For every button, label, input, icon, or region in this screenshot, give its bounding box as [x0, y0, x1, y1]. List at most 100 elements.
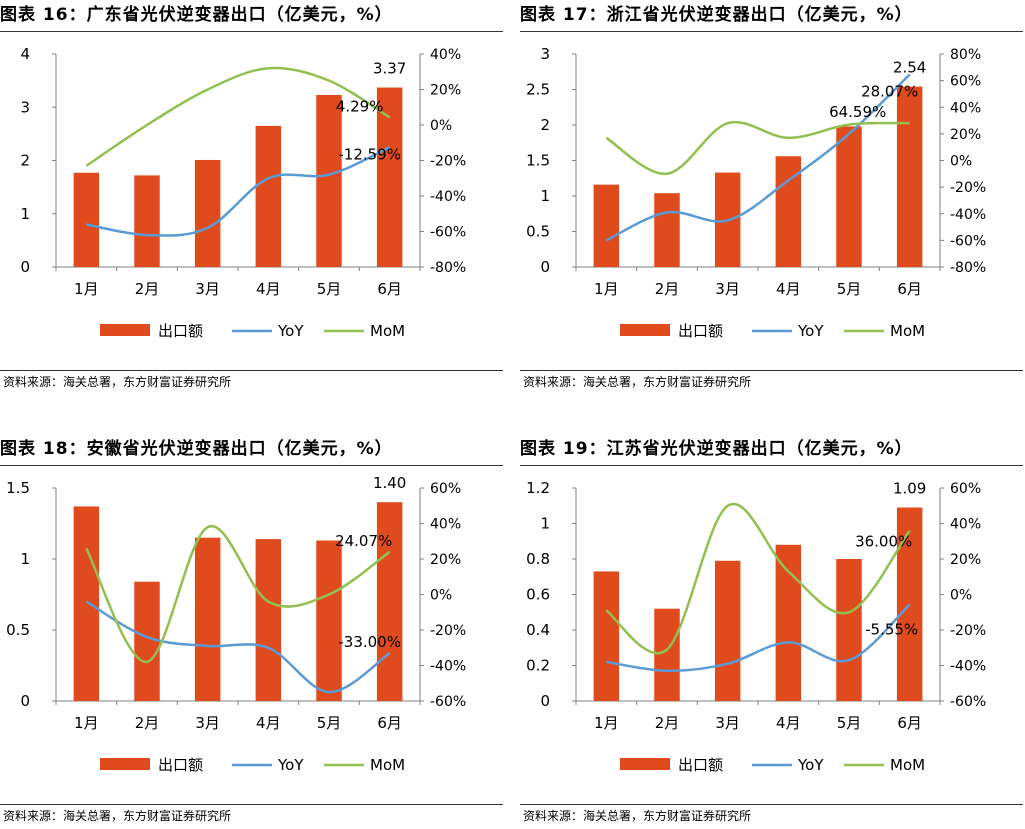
source-note: 资料来源：海关总署，东方财富证券研究所 [523, 375, 752, 389]
bar-export-value [775, 544, 802, 701]
bar-export-value [255, 125, 282, 267]
y-tick-label-right: 20% [430, 552, 461, 568]
y-tick-label-right: -20% [950, 180, 986, 196]
y-tick-label-left: 1.5 [526, 152, 550, 170]
legend-swatch-bar [620, 324, 670, 336]
bar-export-value [316, 95, 342, 267]
y-tick-label-right: 40% [950, 517, 981, 533]
y-tick-label-right: 20% [950, 552, 981, 568]
legend-swatch-bar [620, 758, 670, 770]
bar-export-value [194, 537, 221, 701]
chart-zhejiang: 0 0.5 1 1.5 2 2.5 3 -80% -60% -40% -20% 0% 20% 40% 60%… [526, 45, 986, 340]
y-tick-label-right: -60% [430, 225, 466, 241]
x-tick-label: 4月 [256, 714, 281, 732]
line-mom [605, 120, 910, 176]
data-label: -12.59% [338, 145, 401, 163]
bar-export-value [836, 126, 862, 267]
data-label: 1.40 [373, 474, 406, 492]
line-yoy [606, 603, 911, 673]
legend-label-bar: 出口额 [678, 322, 723, 340]
bar-export-value [654, 608, 680, 701]
bar-export-value [896, 507, 923, 701]
panel-anhui: 图表 18：安徽省光伏逆变器出口（亿美元，%） 0 0.5 1 1.5 -60% -40%… [0, 434, 505, 829]
y-tick-label-left: 1 [540, 515, 550, 533]
chart-anhui: 0 0.5 1 1.5 -60% -40% -20% 0% 20% 40% 60% 1月 2月 3月 4月 5… [6, 474, 466, 774]
source-note: 资料来源：海关总署，东方财富证券研究所 [3, 375, 232, 389]
source-note: 资料来源：海关总署，东方财富证券研究所 [3, 809, 232, 823]
x-tick-label: 4月 [776, 714, 801, 732]
y-tick-label-left: 0.8 [526, 550, 550, 568]
x-tick-label: 5月 [837, 714, 862, 732]
legend-label-yoy: YoY [277, 756, 304, 774]
bar-export-value [134, 175, 160, 267]
legend-label-mom: MoM [370, 756, 405, 774]
x-tick-label: 4月 [776, 280, 801, 298]
y-tick-label-right: 0% [950, 154, 972, 170]
bar-export-value [714, 560, 741, 701]
y-tick-label-left: 0.5 [526, 223, 550, 241]
y-tick-label-left: 0 [20, 692, 30, 710]
bar-export-value [194, 159, 221, 267]
chart-title: 图表 16：广东省光伏逆变器出口（亿美元，%） [0, 5, 393, 25]
bar-export-value [73, 506, 100, 701]
y-tick-label-right: 80% [950, 47, 981, 63]
data-label: -5.55% [865, 620, 918, 638]
bar-export-value [255, 539, 282, 701]
bar-export-value [593, 184, 620, 267]
x-tick-label: 1月 [74, 714, 99, 732]
y-tick-label-left: 0.4 [526, 621, 550, 639]
x-tick-label: 6月 [897, 280, 922, 298]
bar-export-value [73, 172, 100, 267]
bar-export-value [316, 540, 342, 701]
legend-label-bar: 出口额 [158, 322, 203, 340]
y-tick-label-right: -40% [430, 659, 466, 675]
legend-label-bar: 出口额 [158, 756, 203, 774]
y-tick-label-right: -60% [950, 233, 986, 249]
legend-label-mom: MoM [890, 756, 925, 774]
legend-label-mom: MoM [370, 322, 405, 340]
y-tick-label-left: 0 [540, 258, 550, 276]
legend-swatch-bar [100, 324, 150, 336]
y-tick-label-right: 60% [950, 481, 981, 497]
bar-export-value [654, 193, 680, 267]
x-tick-label: 1月 [594, 714, 619, 732]
title-rule [520, 465, 1023, 466]
data-label: 4.29% [336, 97, 384, 115]
data-label: 24.07% [335, 532, 392, 550]
y-tick-label-left: 0.2 [526, 657, 550, 675]
source-rule [0, 370, 503, 371]
x-tick-label: 2月 [655, 280, 680, 298]
legend-label-yoy: YoY [277, 322, 304, 340]
y-tick-label-right: 20% [950, 127, 981, 143]
legend-swatch-bar [100, 758, 150, 770]
y-tick-label-right: -80% [950, 260, 986, 276]
y-tick-label-right: 40% [430, 517, 461, 533]
panel-jiangsu: 图表 19：江苏省光伏逆变器出口（亿美元，%） 0 0.2 0.4 0.6 0.8 1 1.… [520, 434, 1025, 829]
y-tick-label-left: 2.5 [526, 81, 550, 99]
legend-label-bar: 出口额 [678, 756, 723, 774]
line-yoy [86, 146, 391, 237]
y-tick-label-right: -20% [950, 623, 986, 639]
y-tick-label-right: 40% [950, 100, 981, 116]
x-tick-label: 5月 [317, 714, 342, 732]
bar-export-value [376, 502, 403, 701]
bar-export-value [134, 581, 160, 701]
y-tick-label-right: -60% [950, 694, 986, 710]
title-rule [0, 465, 503, 466]
data-label: 2.54 [893, 59, 926, 77]
y-tick-label-left: 1.2 [526, 479, 550, 497]
bar-export-value [896, 86, 923, 267]
y-tick-label-left: 1 [540, 187, 550, 205]
legend-label-yoy: YoY [797, 322, 824, 340]
source-rule [0, 804, 503, 805]
x-tick-label: 5月 [837, 280, 862, 298]
bar-export-value [376, 87, 403, 267]
x-tick-label: 1月 [594, 280, 619, 298]
y-tick-label-right: 20% [430, 83, 461, 99]
y-tick-label-right: 0% [950, 588, 972, 604]
data-label: 64.59% [829, 103, 886, 121]
source-rule [520, 370, 1023, 371]
panel-zhejiang: 图表 17：浙江省光伏逆变器出口（亿美元，%） 0 0.5 1 1.5 2 2.5 3 -80… [520, 0, 1025, 400]
chart-guangdong: 0 1 2 3 4 -80% -60% -40% -20% 0% 20% 40% 1月 2月 3月 4月 5月 6… [20, 45, 466, 340]
y-tick-label-right: -20% [430, 154, 466, 170]
